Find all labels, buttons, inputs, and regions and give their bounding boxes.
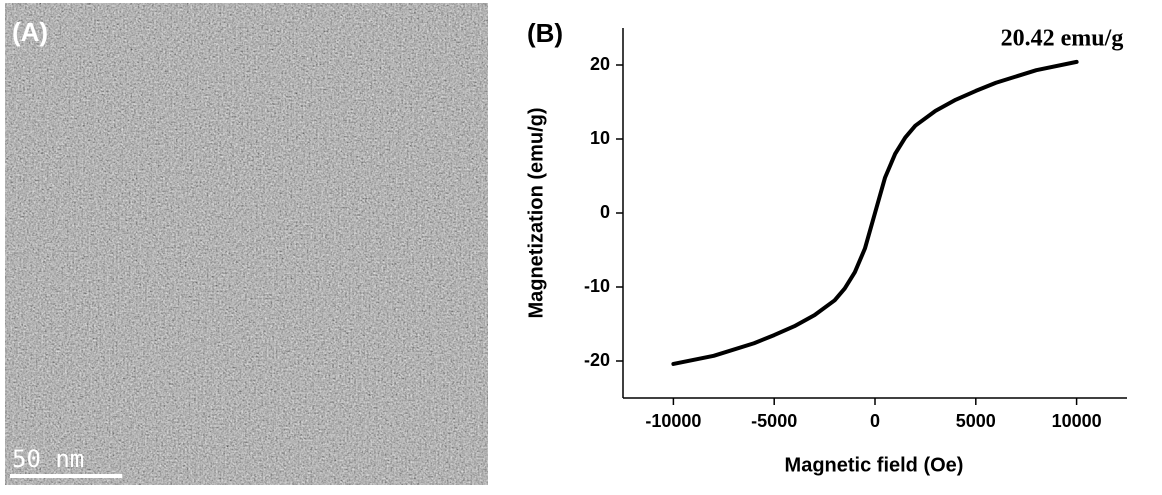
y-axis-label: Magnetization (emu/g) [525, 107, 547, 318]
panel-label: (B) [527, 18, 563, 48]
y-tick-label: 20 [590, 54, 610, 74]
scale-bar-label: 50 nm [12, 445, 84, 473]
tem-panel: (A) 50 nm [5, 3, 488, 485]
y-tick-label: -10 [584, 276, 610, 296]
x-tick-label: 5000 [956, 411, 996, 431]
x-tick-label: -5000 [751, 411, 797, 431]
x-tick-label: 10000 [1052, 411, 1102, 431]
x-tick-label: -10000 [645, 411, 701, 431]
magnetization-curve [671, 59, 1079, 366]
x-axis-label: Magnetic field (Oe) [785, 454, 964, 476]
plot: (B) 20.42 emu/g Magnetic field (Oe) Magn… [525, 18, 1127, 476]
annotation: 20.42 emu/g [1001, 26, 1124, 52]
y-tick-label: 0 [600, 202, 610, 222]
y-tick-label: -20 [584, 350, 610, 370]
tem-image [5, 3, 488, 485]
x-tick-label: 0 [870, 411, 880, 431]
y-tick-label: 10 [590, 128, 610, 148]
panel-label: (A) [12, 17, 48, 47]
